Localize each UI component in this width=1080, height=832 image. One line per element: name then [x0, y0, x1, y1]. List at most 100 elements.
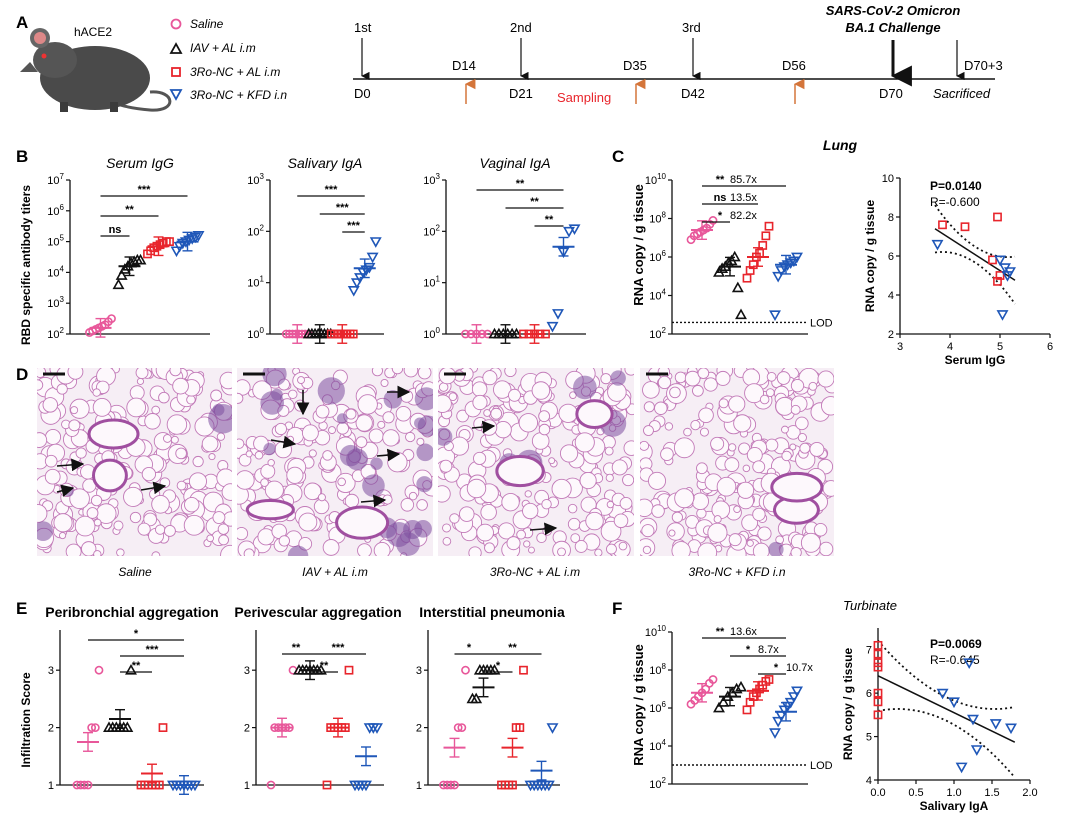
alveolus [317, 493, 326, 502]
alveolus [183, 514, 205, 536]
alveolus [775, 396, 795, 416]
alveolus [65, 543, 82, 556]
scatter-point [873, 697, 883, 707]
data-point [457, 723, 467, 732]
y-tick-label: 105 [47, 234, 64, 249]
alveolus [42, 397, 58, 413]
alveolus [698, 407, 714, 424]
y-tick-label: 102 [423, 223, 440, 238]
cell-infiltrate [37, 521, 53, 542]
cell-infiltrate [573, 375, 597, 400]
chart-title: Serum IgG [106, 155, 174, 171]
alveolus [580, 496, 597, 513]
alveolus [604, 446, 614, 456]
alveolus [605, 473, 614, 482]
scatter-point [873, 662, 883, 672]
alveolus [622, 473, 634, 487]
scatter-point [994, 255, 1006, 267]
data-point [170, 246, 183, 258]
alveolus [494, 421, 512, 439]
alveolus [699, 427, 709, 437]
bronchiole [245, 498, 295, 521]
data-point [344, 665, 354, 675]
alveolus [472, 394, 488, 411]
data-point [192, 231, 205, 242]
alveolus [136, 377, 145, 385]
x-axis-label: Serum IgG [945, 353, 1006, 367]
alveolus [795, 416, 809, 431]
data-point [461, 665, 470, 675]
y-tick-label: 4 [866, 775, 872, 787]
panel-letter-d: D [16, 365, 28, 384]
alveolus [92, 388, 101, 397]
alveolus [373, 541, 391, 556]
alveolus [671, 511, 683, 523]
significance-label: ns [714, 192, 727, 204]
histo-arrow [56, 458, 85, 472]
y-axis-label: RNA copy / g tissue [863, 200, 877, 313]
alveolus [123, 486, 144, 507]
alveolus [135, 368, 149, 380]
data-point [94, 665, 104, 675]
alveolus [541, 499, 552, 510]
alveolus [286, 466, 304, 484]
scatter-point [955, 762, 968, 774]
alveolus [449, 513, 460, 524]
alveolus [504, 368, 517, 378]
alveolus [790, 546, 802, 556]
significance-label: ** [530, 196, 539, 208]
alveolus [643, 425, 654, 436]
data-point [453, 723, 463, 732]
alveolus [567, 517, 581, 531]
y-tick-label: 103 [423, 172, 440, 187]
alveolus [81, 541, 97, 556]
data-point [731, 281, 744, 293]
alveolus [728, 395, 746, 413]
alveolus [322, 450, 333, 461]
challenge-title-2: BA.1 Challenge [845, 20, 940, 35]
y-tick-label: 103 [47, 295, 64, 310]
alveolus [308, 449, 317, 458]
histo-arrow [529, 522, 558, 536]
data-point [546, 723, 559, 734]
alveolus [254, 450, 264, 460]
chart-turbinate-correlation: 0.0 0.5 1.0 1.5 2.0 4 5 6 7 Salivary IgA RNA copy … [841, 628, 1038, 813]
alveolus [336, 422, 349, 435]
y-tick-label: 106 [47, 203, 64, 218]
y-tick-label: 102 [649, 776, 666, 791]
dose-label-2: 2nd [510, 20, 532, 35]
alveolus [551, 478, 572, 499]
alveolus [664, 422, 674, 431]
panel-letter-f: F [612, 599, 622, 618]
alveolus [536, 532, 547, 544]
alveolus [439, 459, 453, 473]
scatter-point [1001, 271, 1014, 282]
data-point [735, 308, 747, 320]
alveolus [818, 541, 834, 556]
alveolus [618, 541, 628, 551]
c-ylabel: RNA copy / g tissue [631, 184, 646, 306]
alveolus [668, 529, 676, 537]
alveolus [742, 368, 761, 387]
alveolus [382, 411, 395, 424]
chart-lung-correlation: 3 4 5 6 2 4 6 8 10 Serum IgG RNA copy / g tissue P=… [863, 173, 1053, 367]
alveolus [766, 371, 777, 382]
data-point [158, 723, 168, 732]
cell-infiltrate [610, 370, 626, 386]
p-value: P=0.0140 [930, 179, 982, 193]
significance-label: * [496, 660, 501, 672]
data-point [347, 285, 360, 297]
significance-label: ns [109, 224, 122, 236]
alveolus [416, 499, 428, 511]
chart-vaginal-iga: 100 101 102 103 Vaginal IgA ** ** ** [423, 155, 586, 344]
alveolus [260, 478, 269, 487]
scatter-point [960, 222, 970, 232]
alveolus [716, 476, 737, 497]
bronchiole [495, 455, 545, 488]
lod-label: LOD [810, 760, 833, 772]
alveolus [490, 407, 503, 420]
significance-label: ** [125, 204, 134, 216]
y-tick-label: 104 [649, 288, 666, 303]
x-tick-label: 0.5 [908, 787, 923, 799]
